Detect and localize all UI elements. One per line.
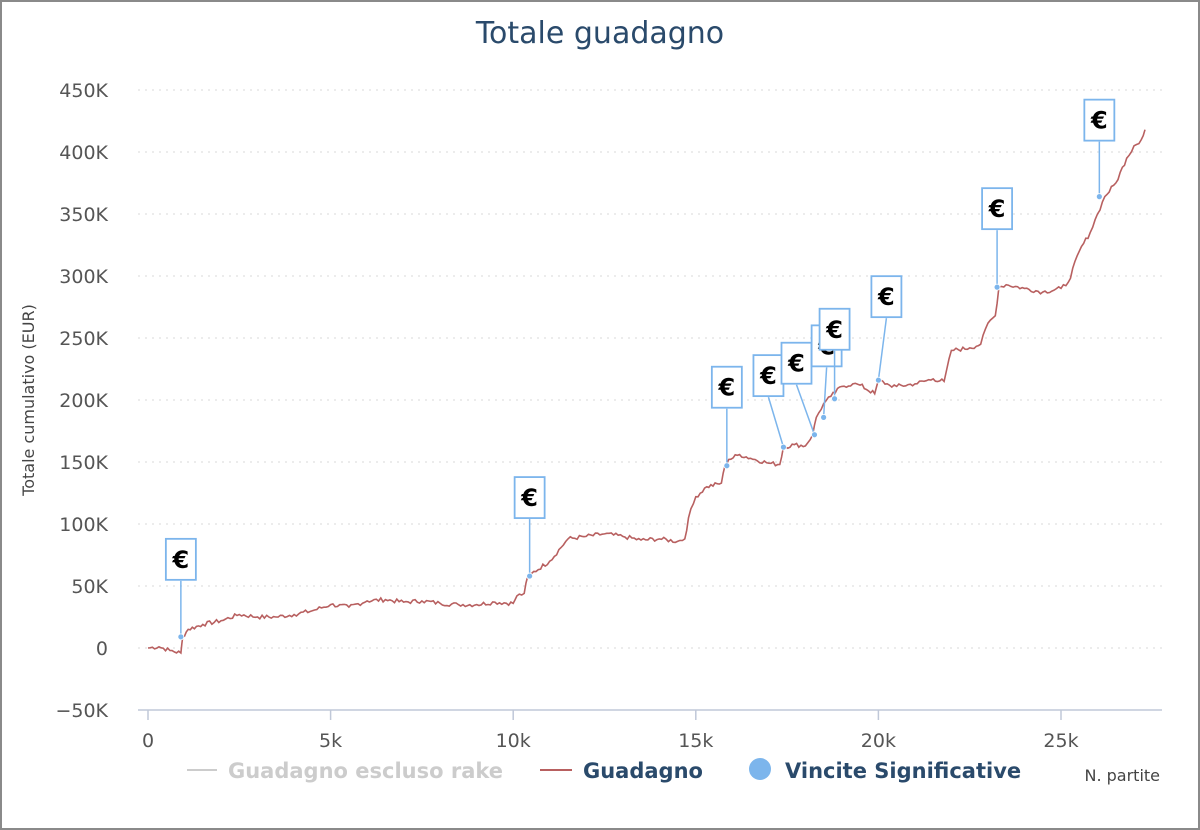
flag-connector	[795, 384, 816, 435]
marker-point[interactable]	[723, 462, 731, 470]
marker-point[interactable]	[177, 633, 185, 641]
x-tick-label: 25k	[1043, 730, 1078, 752]
flag-label: €	[759, 362, 777, 390]
x-tick-label: 20k	[861, 730, 896, 752]
x-tick-label: 15k	[678, 730, 713, 752]
x-tick-label: 10k	[496, 730, 531, 752]
chart-title: Totale guadagno	[475, 16, 724, 51]
flag-box[interactable]	[513, 476, 546, 519]
flag-box[interactable]	[710, 365, 743, 409]
y-tick-label: 150K	[59, 452, 108, 474]
y-tick-label: 350K	[59, 204, 108, 226]
legend-item-vincite-significative[interactable]: Vincite Significative	[785, 759, 1021, 783]
y-tick-label: 450K	[59, 80, 108, 102]
marker-point[interactable]	[780, 443, 787, 451]
y-tick-label: −50K	[55, 700, 108, 722]
y-tick-label: 100K	[59, 514, 108, 536]
flag-label: €	[787, 350, 805, 378]
flag-box[interactable]	[818, 307, 851, 351]
flag-box[interactable]	[780, 341, 813, 385]
y-tick-label: 250K	[59, 328, 108, 350]
flag-box[interactable]	[981, 187, 1013, 231]
marker-point[interactable]	[1095, 193, 1103, 201]
y-axis-ticks: −50K 0 50K 100K 150K 200K 250K 300K 350K 400K 450K	[55, 80, 108, 722]
y-tick-label: 300K	[59, 266, 108, 288]
flag-box[interactable]	[164, 537, 197, 581]
series-line-guadagno	[147, 129, 1146, 655]
marker-point[interactable]	[526, 572, 534, 580]
marker-point[interactable]	[875, 376, 882, 384]
flag-box[interactable]	[870, 275, 903, 319]
y-tick-label: 50K	[71, 576, 108, 598]
y-tick-label: 0	[96, 638, 108, 660]
flag-label: €	[1090, 107, 1108, 135]
legend: Guadagno escluso rake Guadagno Vincite Sig…	[187, 758, 1021, 783]
x-tick-label: 0	[142, 730, 154, 752]
flag-connector	[822, 367, 828, 418]
marker-point[interactable]	[831, 395, 838, 403]
flag-label: €	[825, 316, 843, 344]
y-tick-label: 200K	[59, 390, 108, 412]
flag-connector	[767, 396, 785, 448]
flag-label: €	[172, 546, 190, 574]
legend-symbol-vincite-significative	[749, 758, 771, 780]
marker-point[interactable]	[820, 413, 828, 421]
x-axis-label: N. partite	[1084, 766, 1160, 785]
y-tick-label: 400K	[59, 142, 108, 164]
flag-label: €	[717, 374, 735, 402]
marker-point[interactable]	[811, 431, 818, 439]
flag-label: €	[877, 283, 895, 311]
legend-item-guadagno[interactable]: Guadagno	[583, 759, 703, 783]
legend-item-guadagno-escluso-rake[interactable]: Guadagno escluso rake	[228, 759, 503, 783]
x-tick-label: 5k	[319, 730, 342, 752]
markers-layer: €€€€€€€€€€	[164, 98, 1116, 641]
flag-label: €	[520, 484, 538, 512]
flag-box[interactable]	[1083, 98, 1116, 142]
x-axis: 0 5k 10k 15k 20k 25k	[138, 709, 1162, 752]
marker-point[interactable]	[993, 283, 1001, 291]
flag-label: €	[988, 195, 1006, 223]
flag-connector	[877, 318, 888, 381]
y-axis-label: Totale cumulativo (EUR)	[19, 304, 38, 497]
series-layer	[147, 129, 1146, 655]
